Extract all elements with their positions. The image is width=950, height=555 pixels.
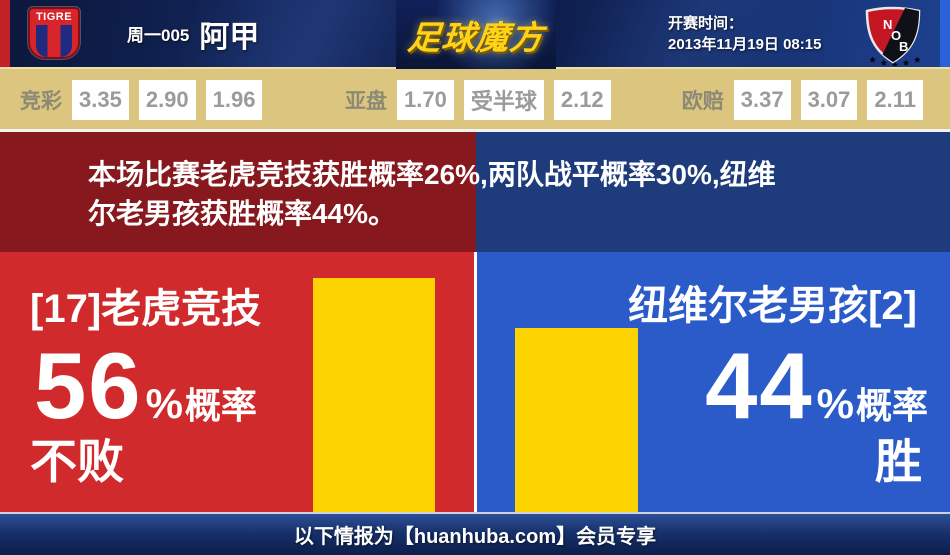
kickoff-time: 2013年11月19日 08:15 <box>668 36 822 53</box>
match-code: 周一005 <box>127 26 190 45</box>
home-summary-band <box>0 132 476 252</box>
home-probability-bar <box>313 278 435 512</box>
match-title: 周一005 阿甲 <box>127 0 259 67</box>
odds-value-box: 3.37 <box>733 80 791 120</box>
kickoff-label: 开赛时间： <box>668 15 744 32</box>
odds-label-yapan: 亚盘 <box>345 90 387 113</box>
home-team-name: [17]老虎竞技 <box>30 287 262 331</box>
panel-divider <box>474 252 477 512</box>
prediction-panel: 本场比赛老虎竞技获胜概率26%,两队战平概率30%,纽维 尔老男孩获胜概率44%… <box>0 129 950 512</box>
away-probability-label: 概率 <box>855 385 928 426</box>
away-percent-sign: % <box>816 380 854 427</box>
home-team-crest-icon: TIGRE <box>28 7 80 59</box>
summary-line2: 尔老男孩获胜概率44%。 <box>88 198 397 229</box>
odds-value-box: 1.70 <box>397 80 454 120</box>
away-outcome: 胜 <box>875 435 922 488</box>
away-team-name: 纽维尔老男孩[2] <box>628 284 917 328</box>
svg-text:N: N <box>883 17 892 32</box>
brand-panel: 足球魔方 <box>396 0 556 69</box>
away-percent-value: 44 <box>705 333 814 438</box>
footer-bar: 以下情报为【huanhuba.com】会员专享 <box>0 512 950 555</box>
kickoff-info: 开赛时间： 2013年11月19日 08:15 <box>668 13 821 55</box>
odds-label-jingcai: 竞彩 <box>20 90 62 113</box>
brand-logo: 足球魔方 <box>406 18 546 56</box>
svg-text:B: B <box>899 39 908 54</box>
odds-group-oupei: 欧赔 3.37 3.07 2.11 <box>682 69 923 131</box>
footer-notice: 以下情报为【huanhuba.com】会员专享 <box>293 526 657 548</box>
away-probability: 44 % 概率 <box>705 339 928 433</box>
odds-value-box: 2.90 <box>138 80 196 120</box>
home-outcome: 不败 <box>30 435 124 488</box>
odds-value-box: 1.96 <box>205 80 263 120</box>
home-percent-value: 56 <box>34 333 143 438</box>
odds-value-box: 3.07 <box>800 80 858 120</box>
home-crest-stripes <box>36 25 72 57</box>
home-percent-sign: % <box>145 380 183 427</box>
probability-summary: 本场比赛老虎竞技获胜概率26%,两队战平概率30%,纽维 尔老男孩获胜概率44%… <box>88 155 888 233</box>
summary-line1: 本场比赛老虎竞技获胜概率26%,两队战平概率30%,纽维 <box>88 159 776 190</box>
away-summary-band <box>476 132 950 252</box>
odds-label-oupei: 欧赔 <box>681 90 724 113</box>
match-header: TIGRE 周一005 阿甲 足球魔方 开赛时间： 2013年11月19日 08… <box>0 0 950 69</box>
odds-value-box: 2.12 <box>553 80 611 120</box>
svg-text:O: O <box>891 28 901 43</box>
odds-handicap-box: 受半球 <box>463 80 544 120</box>
odds-group-yapan: 亚盘 1.70 受半球 2.12 <box>345 69 611 131</box>
away-team-crest-icon: N O B <box>854 2 932 71</box>
odds-value-box: 3.35 <box>72 80 129 120</box>
odds-row: 竞彩 3.35 2.90 1.96 亚盘 1.70 受半球 2.12 欧赔 3.… <box>0 67 950 129</box>
home-probability-label: 概率 <box>184 385 257 426</box>
home-probability: 56 % 概率 <box>34 339 257 433</box>
home-crest-label: TIGRE <box>35 11 73 23</box>
league-name: 阿甲 <box>199 20 260 54</box>
away-probability-bar <box>515 328 638 512</box>
header-right-blue-strip <box>940 0 950 67</box>
odds-value-box: 2.11 <box>867 80 923 120</box>
odds-group-jingcai: 竞彩 3.35 2.90 1.96 <box>20 69 263 131</box>
divider-line <box>0 129 950 132</box>
header-left-red-strip <box>0 0 10 67</box>
